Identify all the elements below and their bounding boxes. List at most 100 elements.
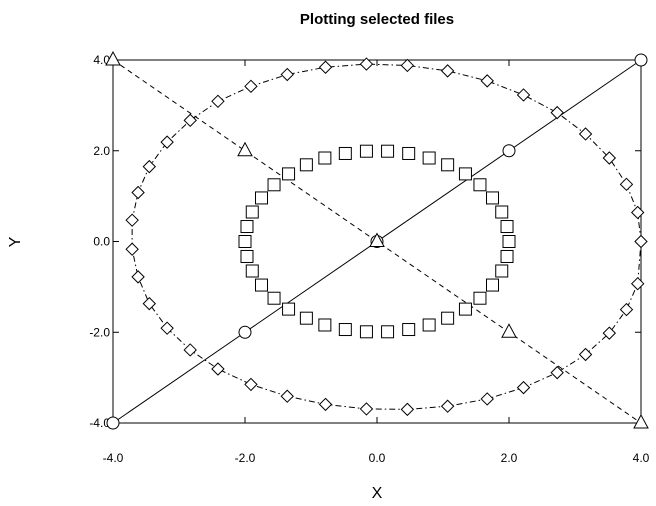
series-square-point [458,167,472,181]
series-diamond-point [516,380,531,395]
series-diamond-point [619,177,634,192]
series-diamond-point [142,296,157,311]
series-diamond-point [630,205,645,220]
x-tick-label: 4.0 [633,451,650,465]
y-tick-label: 2.0 [93,144,110,158]
series-diamond-point [131,185,145,200]
series-square-point [267,178,281,192]
series-diamond-point [318,397,333,412]
series-diamond-point [550,105,564,120]
series-diamond-point [183,113,197,128]
series-diamond-point [211,362,225,376]
series-triangle-point [501,323,517,338]
series-diamond-point [244,377,258,392]
series-circle-point [106,416,120,430]
series-diamond-point [602,151,617,165]
series-diamond-point [550,365,564,380]
series-square-point [441,158,455,172]
series-circle-point [502,144,516,158]
series-square-point [318,151,332,165]
series-triangle-point [369,232,385,247]
series-diamond-point [183,343,197,357]
axis-ticks: -4.0 -2.0 0.0 2.0 4.0 -4.0 -2.0 0.0 2.0 4.0 [89,53,649,465]
series-square-point [422,151,436,165]
x-axis-label: X [372,485,383,502]
series-square-point [282,302,296,316]
series-square-point [240,220,254,234]
series-square-point [495,205,509,219]
series-square-point [486,191,499,205]
series-triangle-point [237,141,253,157]
series-diamond-point [359,402,374,416]
y-tick-label: 0.0 [93,235,110,249]
series-diamond-point [280,389,294,403]
series-diamond-point [280,67,294,82]
series-square-point [245,264,259,278]
series-square-point [473,178,487,192]
series-diamond-point [142,159,157,174]
series-diamond-point [630,276,645,291]
series-diamond-line [131,63,642,410]
series-diamond-point [634,234,648,249]
series-diamond-point [160,321,174,335]
series-markers [105,50,649,430]
y-tick-label: 4.0 [93,53,110,67]
series-square-point [240,249,254,263]
series-square-point [441,311,455,325]
series-diamond-point [125,242,139,256]
series-square-point [238,235,252,248]
y-tick-label: -4.0 [89,416,110,430]
series-diamond-point [578,127,593,141]
series-square-point [359,144,373,158]
series-circle-point [238,325,252,339]
series-square-point [359,325,373,339]
series-square-point [473,291,487,305]
series-square-point [282,167,296,181]
series-diamond-point [480,392,494,406]
series-square-point [495,264,509,278]
series-square-point [486,278,499,292]
series-diamond-point [440,64,455,78]
series-square-point [381,325,395,339]
series-diamond-point [578,347,593,362]
series-diamond-point [244,79,258,94]
series-diamond-point [619,302,634,317]
series-square-point [500,249,514,263]
series-triangle-point [633,413,649,429]
y-tick-label: -2.0 [89,325,110,339]
series-square-point [299,311,313,325]
series-square-point [381,144,395,158]
series-diamond-point [400,58,415,73]
series-square-point [299,158,313,172]
series-diamond-point [400,402,415,417]
series-diamond-point [440,399,455,413]
series-square-point [267,291,281,305]
series-triangle-point [105,50,121,66]
x-tick-label: 2.0 [501,451,518,465]
series-circle-point [634,53,648,67]
x-tick-label: -2.0 [235,451,256,465]
series-diamond-point [602,326,617,340]
series-diamond-point [359,57,374,71]
series-square-point [338,146,352,160]
series-square-point [255,278,268,292]
series-diamond-point [160,135,174,149]
series-square-point [458,302,472,316]
series-diamond-point [211,94,225,108]
series-square-point [502,235,516,248]
series-square-point [422,318,436,332]
series-diamond-point [480,74,494,88]
series-square-point [318,318,332,332]
series-square-point [255,191,268,205]
series-square-point [500,220,514,234]
series-diamond-point [516,88,531,102]
x-tick-label: 0.0 [369,451,386,465]
series-triangle-line [112,59,642,424]
series-diamond-point [131,270,145,284]
series-square-point [402,146,416,160]
series-square-point [402,323,416,337]
series-diamond-point [125,213,139,227]
series-diamond-point [318,60,333,74]
series-square-point [245,205,259,219]
